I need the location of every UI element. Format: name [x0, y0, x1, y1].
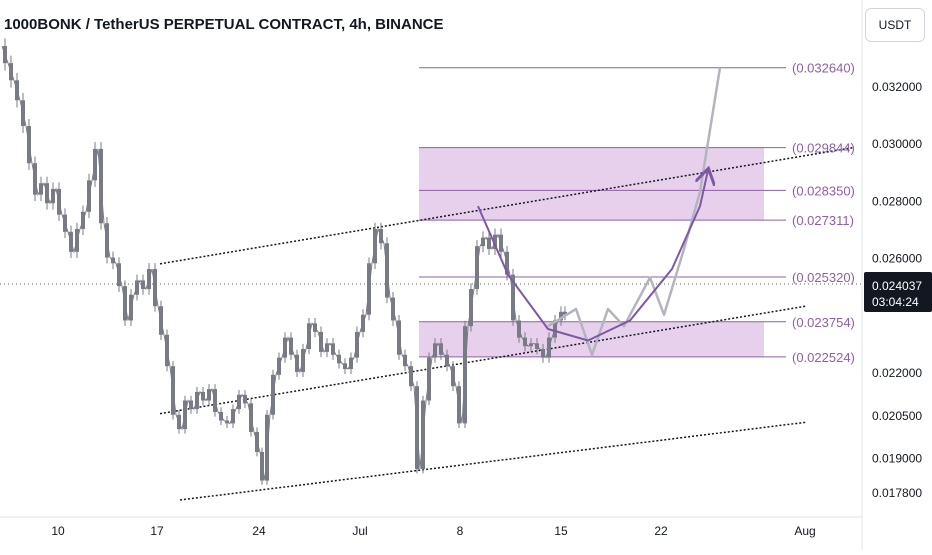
channel-trendline-2[interactable] [179, 421, 807, 501]
price-level-label-4: (0.025320) [792, 270, 855, 285]
channel-trendline-0[interactable] [159, 146, 855, 265]
time-tick-7: Aug [794, 524, 815, 538]
current-price-value: 0.024037 [872, 279, 922, 293]
price-level-label-1: (0.029844) [792, 141, 855, 156]
price-tick-1: 0.030000 [872, 137, 922, 151]
price-level-label-3: (0.027311) [792, 213, 854, 228]
time-tick-4: 8 [457, 524, 464, 538]
price-line [1, 45, 569, 481]
price-tick-4: 0.022000 [872, 366, 922, 380]
time-tick-0: 10 [51, 524, 65, 538]
price-level-label-6: (0.022524) [792, 350, 855, 365]
chart-title: 1000BONK / TetherUS PERPETUAL CONTRACT, … [4, 16, 444, 33]
currency-button[interactable]: USDT [865, 8, 925, 42]
time-tick-5: 15 [554, 524, 568, 538]
candle-body [563, 311, 567, 315]
zone-box-0[interactable] [419, 147, 764, 221]
price-tick-5: 0.020500 [872, 409, 922, 423]
price-tick-2: 0.028000 [872, 194, 922, 208]
time-tick-3: Jul [352, 524, 367, 538]
projection-path[interactable] [547, 67, 722, 357]
current-price-badge: 0.024037 03:04:24 [864, 272, 932, 312]
price-level-label-2: (0.028350) [792, 183, 855, 198]
cup-arc-arrow[interactable] [477, 170, 708, 342]
time-tick-1: 17 [150, 524, 164, 538]
price-tick-7: 0.017800 [872, 486, 922, 500]
price-tick-0: 0.032000 [872, 80, 922, 94]
price-tick-3: 0.026000 [872, 252, 922, 266]
time-tick-6: 22 [654, 524, 668, 538]
price-level-label-0: (0.032640) [792, 61, 855, 76]
bar-countdown: 03:04:24 [872, 295, 919, 309]
time-tick-2: 24 [252, 524, 266, 538]
price-tick-6: 0.019000 [872, 452, 922, 466]
price-level-label-5: (0.023754) [792, 315, 855, 330]
channel-trendline-1[interactable] [159, 305, 807, 415]
